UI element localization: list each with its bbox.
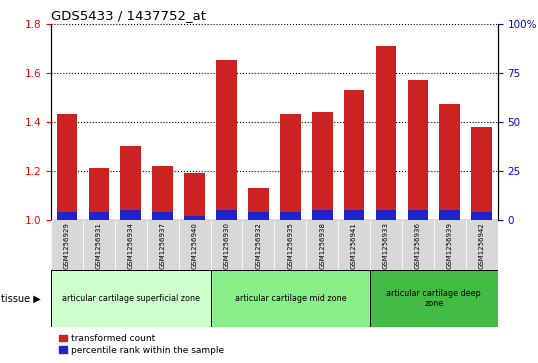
Text: articular cartilage mid zone: articular cartilage mid zone (235, 294, 346, 303)
Bar (216, 60, 237, 220)
Bar (344, 210, 364, 220)
Bar (408, 210, 428, 220)
Text: GSM1256935: GSM1256935 (287, 222, 293, 269)
Bar (121, 146, 141, 220)
Text: GSM1256930: GSM1256930 (223, 222, 230, 269)
Bar (179, 220, 210, 270)
Text: GSM1256942: GSM1256942 (479, 222, 485, 269)
Bar (466, 220, 498, 270)
Bar (338, 220, 370, 270)
Text: articular cartilage superficial zone: articular cartilage superficial zone (62, 294, 200, 303)
Legend: transformed count, percentile rank within the sample: transformed count, percentile rank withi… (55, 331, 228, 359)
Bar (248, 212, 269, 220)
Text: GSM1256936: GSM1256936 (415, 222, 421, 269)
Bar (51, 220, 83, 270)
Bar (402, 220, 434, 270)
Bar (344, 90, 364, 220)
Bar (243, 220, 274, 270)
Bar (152, 166, 173, 220)
Text: GSM1256937: GSM1256937 (160, 222, 166, 269)
Bar (376, 210, 397, 220)
Bar (471, 126, 492, 220)
Text: GSM1256941: GSM1256941 (351, 222, 357, 269)
Bar (440, 105, 460, 220)
Text: articular cartilage deep
zone: articular cartilage deep zone (386, 289, 481, 308)
Bar (370, 270, 498, 327)
Bar (408, 80, 428, 220)
Bar (312, 210, 332, 220)
Bar (56, 114, 77, 220)
Bar (115, 220, 147, 270)
Bar (306, 220, 338, 270)
Bar (152, 212, 173, 220)
Bar (248, 188, 269, 220)
Text: GSM1256932: GSM1256932 (256, 222, 261, 269)
Bar (210, 220, 243, 270)
Text: tissue ▶: tissue ▶ (1, 294, 41, 303)
Text: GSM1256940: GSM1256940 (192, 222, 197, 269)
Bar (83, 220, 115, 270)
Text: GSM1256933: GSM1256933 (383, 222, 389, 269)
Bar (440, 210, 460, 220)
Bar (376, 46, 397, 220)
Bar (216, 210, 237, 220)
Bar (51, 270, 210, 327)
Bar (434, 220, 466, 270)
Bar (89, 212, 109, 220)
Bar (89, 168, 109, 220)
Bar (210, 270, 370, 327)
Bar (471, 212, 492, 220)
Bar (312, 112, 332, 220)
Bar (185, 173, 205, 220)
Text: GSM1256929: GSM1256929 (64, 222, 70, 269)
Bar (56, 212, 77, 220)
Bar (280, 114, 301, 220)
Text: GSM1256931: GSM1256931 (96, 222, 102, 269)
Bar (370, 220, 402, 270)
Bar (274, 220, 306, 270)
Text: GSM1256938: GSM1256938 (319, 222, 325, 269)
Bar (121, 210, 141, 220)
Bar (280, 212, 301, 220)
Text: GSM1256939: GSM1256939 (447, 222, 453, 269)
Text: GSM1256934: GSM1256934 (128, 222, 134, 269)
Bar (185, 216, 205, 220)
Bar (147, 220, 179, 270)
Text: GDS5433 / 1437752_at: GDS5433 / 1437752_at (51, 9, 206, 23)
